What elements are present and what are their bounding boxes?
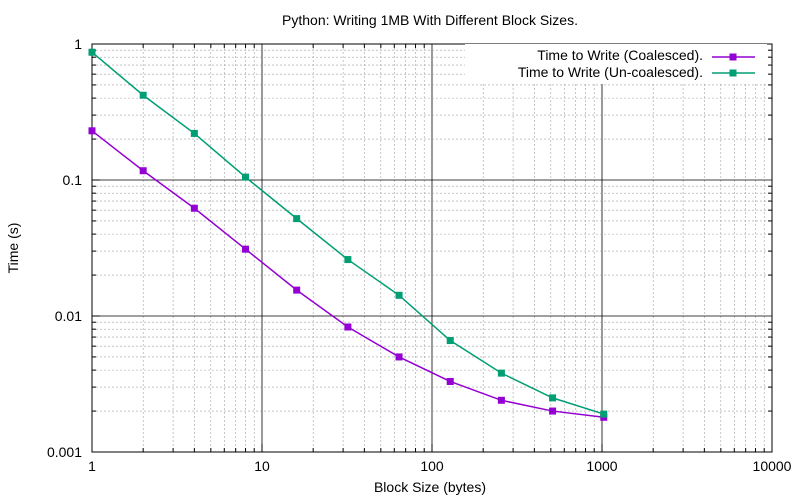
series-layer xyxy=(88,48,608,421)
data-point-0 xyxy=(497,396,505,404)
data-point-0 xyxy=(293,286,301,294)
data-point-1 xyxy=(242,173,250,181)
y-axis-label: Time (s) xyxy=(5,223,21,274)
data-point-1 xyxy=(446,337,454,345)
data-point-1 xyxy=(497,369,505,377)
x-tick-label: 10 xyxy=(254,458,270,474)
legend-marker-uncoalesced xyxy=(729,69,737,77)
data-point-0 xyxy=(190,204,198,212)
data-point-1 xyxy=(139,91,147,99)
data-point-0 xyxy=(242,245,250,253)
y-tick-label: 1 xyxy=(74,36,82,52)
data-point-0 xyxy=(549,407,557,415)
legend-marker-coalesced xyxy=(729,53,737,61)
data-point-1 xyxy=(395,291,403,299)
y-tick-label: 0.001 xyxy=(47,444,82,460)
x-tick-label: 100 xyxy=(420,458,444,474)
legend-label-coalesced: Time to Write (Coalesced). xyxy=(537,47,703,63)
data-point-1 xyxy=(190,129,198,137)
y-tick-label: 0.01 xyxy=(55,308,82,324)
series-line-1 xyxy=(91,51,604,415)
tick-layer: 1 10 100 1000 10000 0.001 0.01 0.1 1 xyxy=(47,36,792,474)
x-axis-label: Block Size (bytes) xyxy=(374,479,486,495)
data-point-0 xyxy=(446,377,454,385)
series-line-0 xyxy=(91,130,604,419)
data-point-1 xyxy=(293,215,301,223)
grid-layer xyxy=(92,44,772,452)
data-point-1 xyxy=(600,410,608,418)
legend-label-uncoalesced: Time to Write (Un-coalesced). xyxy=(518,64,703,80)
data-point-1 xyxy=(344,256,352,264)
y-tick-label: 0.1 xyxy=(63,172,83,188)
x-tick-label: 10000 xyxy=(753,458,792,474)
data-point-0 xyxy=(395,353,403,361)
data-point-0 xyxy=(139,167,147,175)
chart-title: Python: Writing 1MB With Different Block… xyxy=(282,12,578,28)
x-tick-label: 1 xyxy=(88,458,96,474)
legend-background xyxy=(465,44,767,84)
data-point-0 xyxy=(88,127,96,135)
x-tick-label: 1000 xyxy=(586,458,617,474)
data-point-1 xyxy=(549,394,557,402)
data-point-1 xyxy=(88,48,96,56)
data-point-0 xyxy=(344,323,352,331)
legend: Time to Write (Coalesced). Time to Write… xyxy=(465,44,767,84)
